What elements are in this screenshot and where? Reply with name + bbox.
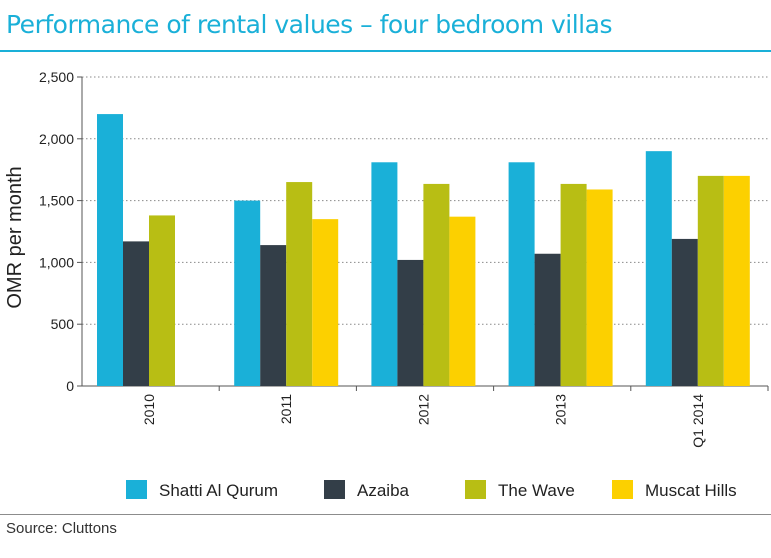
bar-shatti-al-qurum-q1-2014: [645, 151, 672, 386]
bar-chart: 0 500 1,000 1,500 2,000 2,500 OMR per month 201…: [4, 69, 769, 500]
x-tick-label: 2011: [278, 394, 294, 424]
bar-muscat-hills-2013: [586, 189, 613, 386]
legend-swatch: [324, 480, 345, 499]
legend-swatch: [612, 480, 633, 499]
bar-shatti-al-qurum-2011: [234, 200, 261, 386]
bar-the-wave-2012: [423, 183, 450, 386]
axes: 0 500 1,000 1,500 2,000 2,500 OMR per month 201…: [4, 69, 769, 448]
bar-azaiba-2010: [123, 241, 149, 386]
legend-label: The Wave: [498, 481, 575, 500]
source-note: Source: Cluttons: [6, 520, 117, 537]
legend: Shatti Al Qurum Azaiba The Wave Muscat Hill…: [126, 480, 737, 500]
y-tick-label: 1,500: [39, 193, 74, 209]
bar-muscat-hills-q1-2014: [723, 175, 750, 386]
bar-muscat-hills-2011: [312, 219, 339, 386]
x-tick-label: 2012: [415, 394, 431, 425]
chart-title: Performance of rental values – four bedr…: [6, 10, 612, 39]
bar-shatti-al-qurum-2010: [97, 114, 123, 386]
legend-label: Azaiba: [357, 481, 410, 500]
bar-the-wave-q1-2014: [697, 175, 724, 386]
legend-label: Muscat Hills: [645, 481, 737, 500]
bar-the-wave-2010: [149, 215, 175, 386]
bar-the-wave-2013: [560, 183, 587, 386]
bar-azaiba-2011: [260, 245, 287, 386]
bar-the-wave-2011: [286, 182, 313, 386]
bar-azaiba-2013: [534, 253, 561, 386]
y-tick-label: 2,500: [39, 69, 74, 85]
y-tick-label: 2,000: [39, 131, 74, 147]
legend-swatch: [465, 480, 486, 499]
bars: [97, 114, 750, 386]
bar-shatti-al-qurum-2013: [508, 162, 535, 386]
bar-azaiba-q1-2014: [671, 238, 698, 386]
y-axis-label: OMR per month: [4, 166, 26, 308]
y-tick-label: 500: [51, 316, 75, 332]
bar-azaiba-2012: [397, 259, 424, 386]
x-tick-label: Q1 2014: [690, 394, 706, 448]
y-tick-label: 0: [66, 378, 74, 394]
source-divider: [0, 514, 771, 515]
x-tick-label: 2013: [553, 394, 569, 425]
x-tick-label: 2010: [141, 394, 157, 425]
bar-shatti-al-qurum-2012: [371, 162, 398, 386]
y-tick-label: 1,000: [39, 254, 74, 270]
legend-swatch: [126, 480, 147, 499]
legend-label: Shatti Al Qurum: [159, 481, 278, 500]
title-divider: [0, 50, 771, 52]
bar-muscat-hills-2012: [449, 216, 476, 386]
